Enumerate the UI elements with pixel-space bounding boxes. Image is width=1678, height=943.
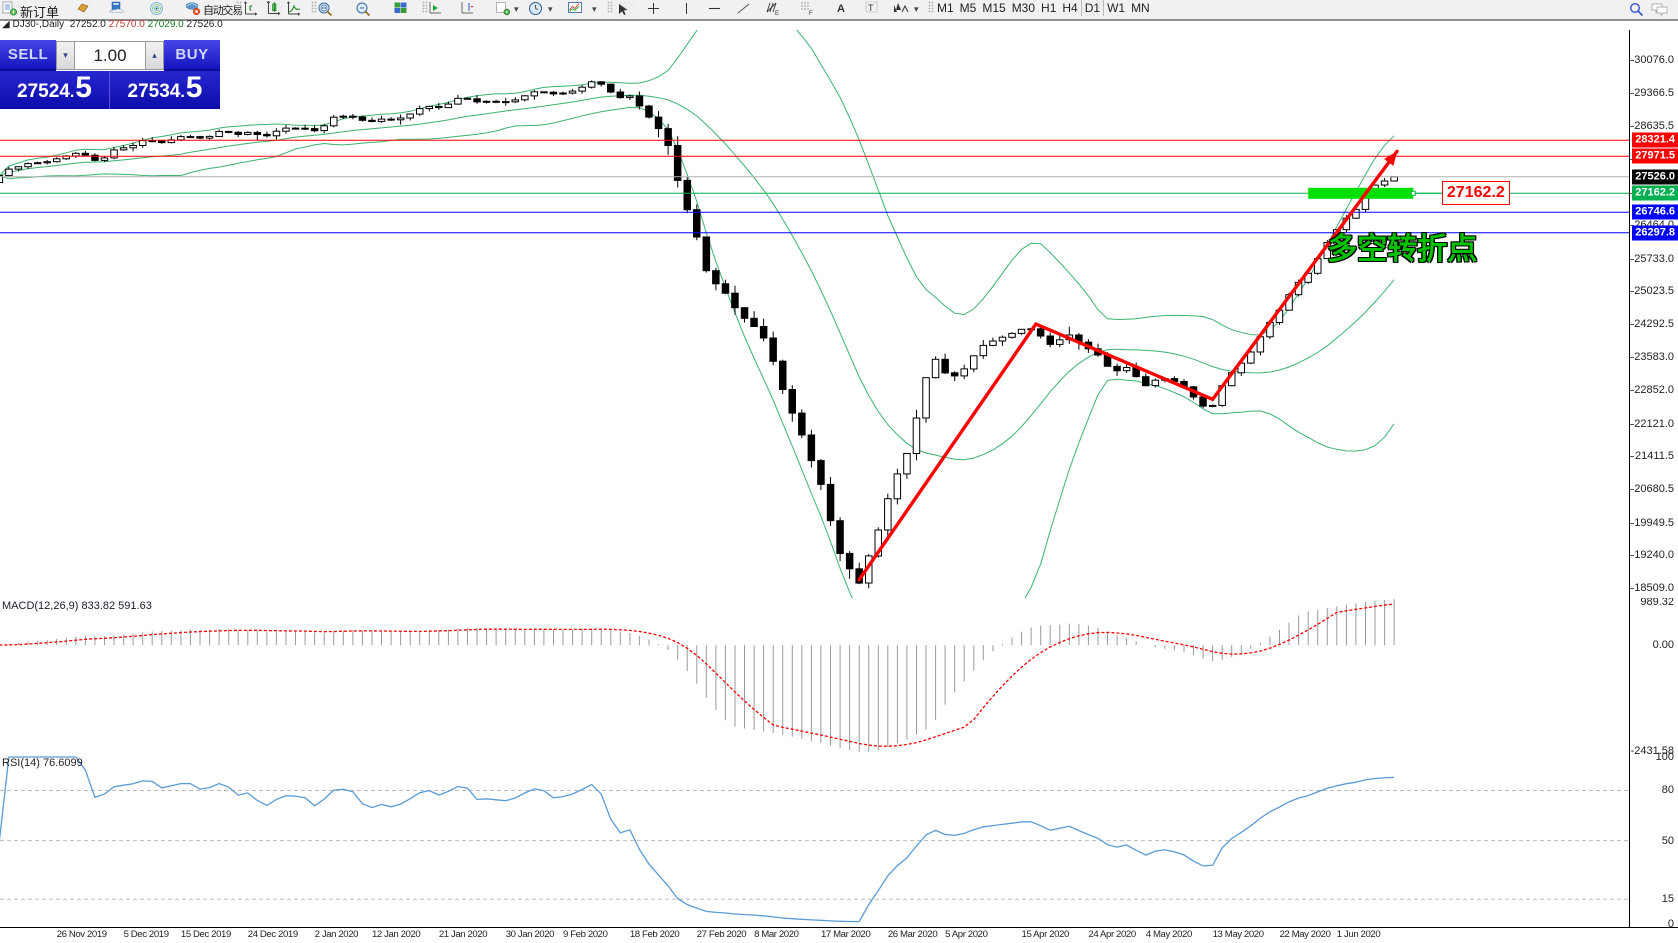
svg-text:E: E [775,11,779,16]
svg-text:T: T [868,3,874,13]
svg-text:A: A [837,3,845,15]
svg-text:F: F [809,11,813,16]
